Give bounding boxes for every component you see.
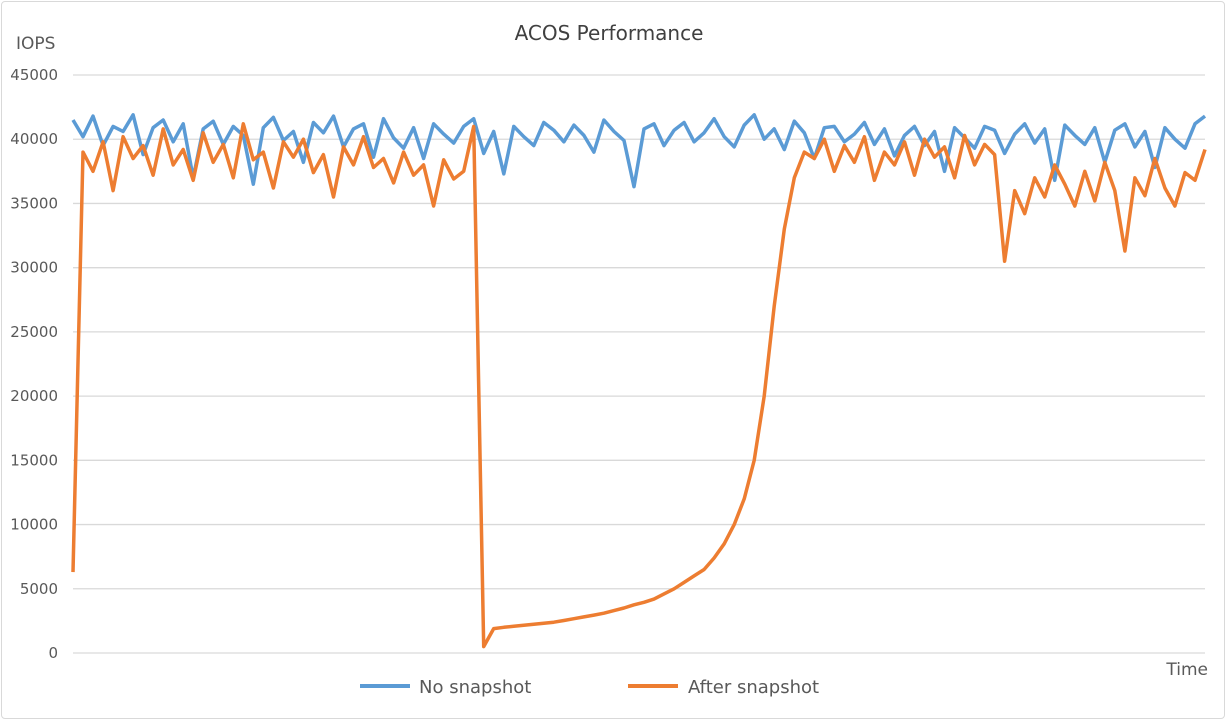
y-tick-label: 45000 (10, 66, 58, 84)
y-tick-label: 0 (48, 644, 58, 662)
y-axis-label: IOPS (16, 34, 55, 54)
y-tick-label: 15000 (10, 451, 58, 469)
chart-title: ACOS Performance (515, 21, 704, 45)
y-tick-label: 25000 (10, 323, 58, 341)
x-axis-label: Time (1165, 660, 1208, 680)
series-line-after-snapshot (71, 122, 1207, 649)
y-tick-label: 20000 (10, 387, 58, 405)
y-tick-label: 10000 (10, 516, 58, 534)
legend-label-no-snapshot: No snapshot (419, 677, 531, 698)
y-tick-label: 5000 (20, 580, 58, 598)
y-tick-label: 35000 (10, 194, 58, 212)
y-tick-label: 30000 (10, 259, 58, 277)
y-tick-label: 40000 (10, 130, 58, 148)
legend: No snapshot After snapshot (360, 677, 819, 698)
series-line-no-snapshot (71, 113, 1207, 189)
legend-label-after-snapshot: After snapshot (688, 677, 819, 698)
